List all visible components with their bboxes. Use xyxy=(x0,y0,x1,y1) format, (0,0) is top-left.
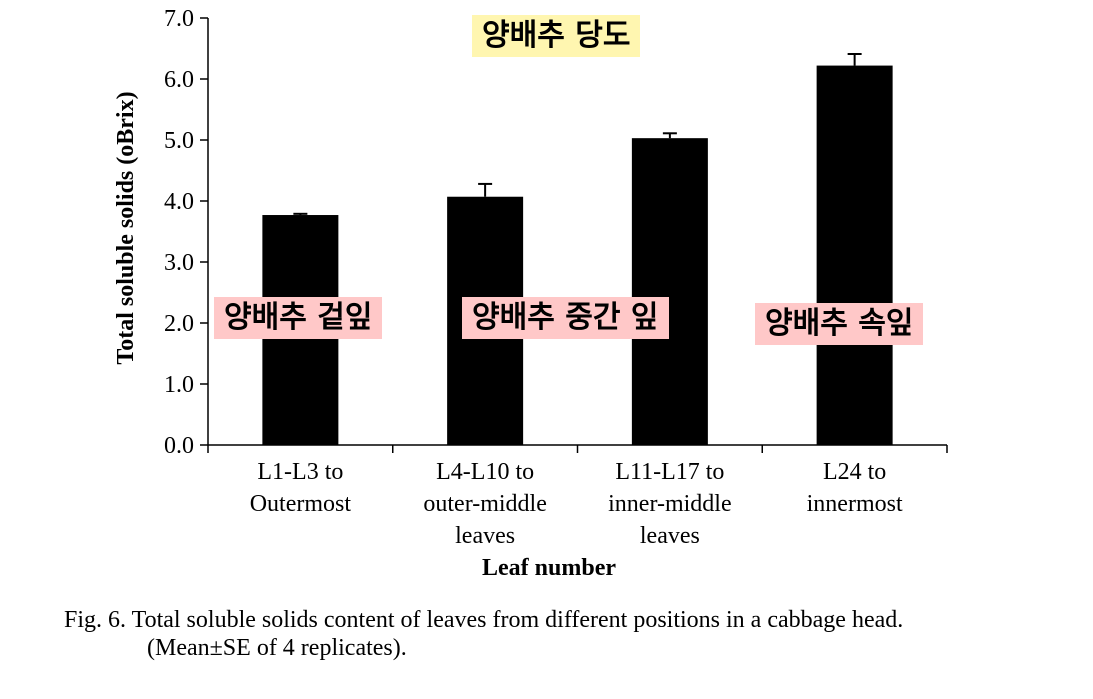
bar xyxy=(816,65,893,445)
x-tick-labels: L1-L3 to Outermost L4-L10 to outer-middle le… xyxy=(250,459,903,549)
x-axis-ticks xyxy=(207,445,948,453)
y-tick-label: 5.0 xyxy=(164,128,194,154)
y-axis-title: Total soluble solids (oBrix) xyxy=(113,91,139,364)
x-tick-label: L1-L3 to Outermost xyxy=(250,459,352,517)
caption-line-1: Fig. 6. Total soluble solids content of … xyxy=(64,607,904,633)
y-tick-label: 1.0 xyxy=(164,372,194,398)
axes xyxy=(207,18,947,446)
x-tick-label: L24 to innermost xyxy=(807,459,903,517)
caption-line-2: (Mean±SE of 4 replicates). xyxy=(147,635,407,661)
bar xyxy=(631,138,708,446)
chart-title-badge: 양배추 당도 xyxy=(472,15,641,57)
y-tick-label: 6.0 xyxy=(164,67,194,93)
y-tick-label: 0.0 xyxy=(164,433,194,459)
inner-leaf-label: 양배추 속잎 xyxy=(755,303,924,345)
middle-leaf-label: 양배추 중간 잎 xyxy=(462,297,669,339)
y-tick-label: 2.0 xyxy=(164,311,194,337)
bars xyxy=(262,65,893,446)
y-axis-ticks xyxy=(200,17,208,446)
y-tick-labels: 0.0 1.0 2.0 3.0 4.0 5.0 6.0 7.0 xyxy=(164,6,194,459)
x-tick-label: L11-L17 to inner-middle leaves xyxy=(608,459,731,549)
y-tick-label: 7.0 xyxy=(164,6,194,32)
x-axis-title: Leaf number xyxy=(482,555,616,581)
y-tick-label: 4.0 xyxy=(164,189,194,215)
outer-leaf-label: 양배추 겉잎 xyxy=(214,297,383,339)
x-tick-label: L4-L10 to outer-middle leaves xyxy=(423,459,546,549)
error-bars xyxy=(293,52,862,216)
y-tick-label: 3.0 xyxy=(164,250,194,276)
